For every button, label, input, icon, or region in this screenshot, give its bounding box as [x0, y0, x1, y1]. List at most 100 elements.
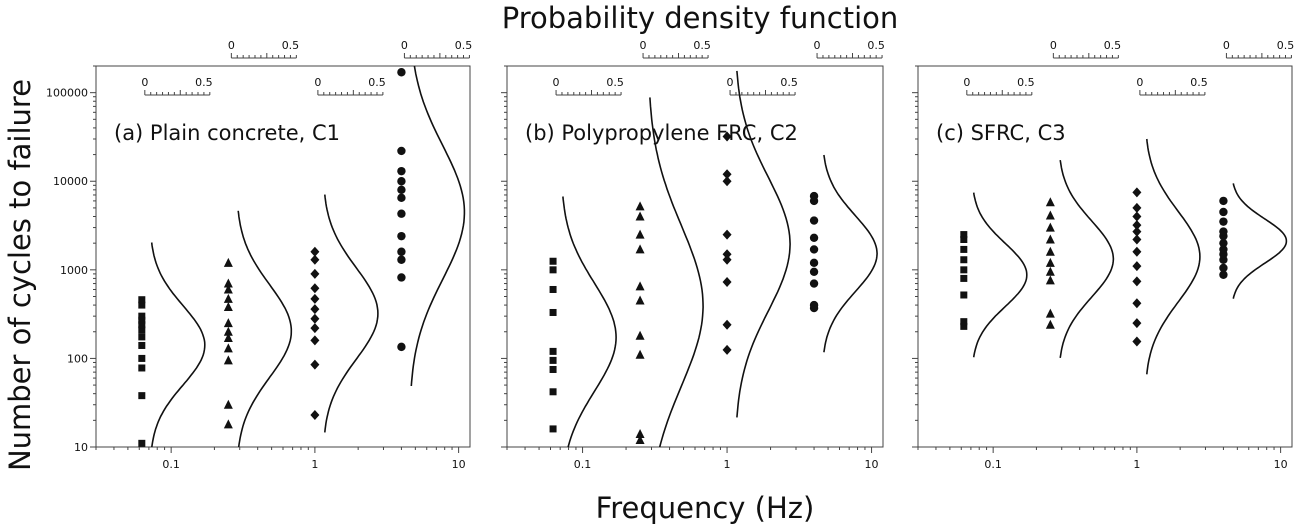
- data-point-square: [549, 365, 557, 373]
- pdf-tick-label: 0.5: [282, 39, 300, 52]
- data-point-square: [549, 388, 557, 396]
- data-point-triangle: [1045, 275, 1055, 285]
- data-point-square: [138, 392, 146, 400]
- data-point-triangle: [635, 244, 645, 254]
- pdf-tick-label: 0.5: [368, 76, 386, 89]
- data-point-triangle: [635, 201, 645, 211]
- data-point-circle: [1219, 245, 1228, 254]
- data-point-circle: [809, 267, 819, 277]
- y-tick-label: 100: [67, 352, 88, 365]
- y-tick-label: 100000: [46, 87, 88, 100]
- data-point-square: [549, 257, 557, 265]
- data-point-circle: [1219, 217, 1228, 226]
- data-point-square: [960, 256, 968, 264]
- data-point-square: [138, 341, 146, 349]
- pdf-tick-label: 0: [401, 39, 408, 52]
- data-point-triangle: [223, 318, 233, 328]
- pdf-tick-label: 0: [963, 76, 970, 89]
- pdf-tick-label: 0: [228, 39, 235, 52]
- pdf-tick-label: 0.5: [867, 39, 885, 52]
- data-point-triangle: [1045, 266, 1055, 276]
- data-point-triangle: [635, 229, 645, 239]
- data-point-square: [138, 321, 146, 329]
- data-point-triangle: [1045, 246, 1055, 256]
- data-point-diamond: [310, 246, 320, 257]
- y-tick-label: 1000: [60, 264, 88, 277]
- pdf-tick-label: 0: [141, 76, 148, 89]
- data-point-triangle: [635, 330, 645, 340]
- data-point-triangle: [635, 211, 645, 221]
- data-point-triangle: [1045, 308, 1055, 318]
- pdf-curve: [1146, 138, 1201, 375]
- data-point-diamond: [310, 283, 320, 294]
- data-point-triangle: [635, 429, 645, 439]
- data-point-square: [960, 236, 968, 244]
- series-diamond: 0 0.5: [722, 70, 798, 418]
- data-point-circle: [809, 258, 819, 268]
- data-point-square: [138, 326, 146, 334]
- data-point-circle: [809, 300, 819, 310]
- data-point-square: [960, 266, 968, 274]
- data-point-diamond: [722, 249, 732, 260]
- pdf-tick-label: 0.5: [693, 39, 711, 52]
- data-point-diamond: [310, 409, 320, 420]
- pdf-tick-label: 0.5: [1104, 39, 1122, 52]
- data-point-square: [960, 322, 968, 330]
- data-point-square: [138, 316, 146, 324]
- data-point-triangle: [223, 399, 233, 409]
- pdf-curve: [324, 194, 379, 433]
- series-square: 0 0.5: [138, 76, 213, 448]
- data-point-diamond: [310, 293, 320, 304]
- data-point-triangle: [223, 355, 233, 365]
- pdf-tick-label: 0.5: [1017, 76, 1035, 89]
- data-point-triangle: [1045, 222, 1055, 232]
- data-point-circle: [397, 185, 406, 195]
- data-point-square: [549, 425, 557, 433]
- pdf-curve: [736, 70, 791, 418]
- data-point-diamond: [310, 268, 320, 279]
- data-point-circle: [397, 166, 406, 176]
- x-tick-label: 1: [724, 458, 731, 471]
- data-point-triangle: [223, 278, 233, 288]
- data-point-diamond: [310, 313, 320, 324]
- data-point-circle: [1219, 207, 1228, 217]
- data-point-circle: [397, 209, 406, 218]
- data-point-diamond: [310, 335, 320, 346]
- data-point-circle: [809, 233, 819, 242]
- data-point-diamond: [1132, 276, 1142, 287]
- data-point-diamond: [722, 254, 732, 265]
- data-point-circle: [397, 247, 406, 256]
- x-tick-label: 0.1: [162, 458, 180, 471]
- pdf-curve: [972, 192, 1028, 358]
- data-point-triangle: [635, 281, 645, 291]
- data-point-square: [138, 354, 146, 362]
- data-point-diamond: [310, 323, 320, 334]
- data-point-triangle: [1045, 197, 1055, 207]
- data-point-square: [549, 356, 557, 364]
- data-point-diamond: [310, 359, 320, 370]
- data-point-circle: [809, 216, 819, 225]
- series-triangle: 0 0.5: [635, 39, 711, 448]
- series-square: 0 0.5: [549, 76, 624, 448]
- pdf-curve: [237, 210, 293, 448]
- pdf-tick-label: 0.5: [195, 76, 213, 89]
- pdf-tick-label: 0: [1223, 39, 1230, 52]
- data-point-diamond: [722, 319, 732, 330]
- x-tick-label: 1: [311, 458, 318, 471]
- data-point-square: [960, 274, 968, 282]
- panel-title: (b) Polypropylene FRC, C2: [525, 121, 798, 145]
- x-tick-label: 10: [865, 458, 879, 471]
- data-point-triangle: [223, 284, 233, 294]
- pdf-tick-label: 0: [1136, 76, 1143, 89]
- pdf-tick-label: 0.5: [780, 76, 798, 89]
- x-axis-label: Frequency (Hz): [596, 491, 815, 525]
- data-point-diamond: [722, 131, 732, 142]
- data-point-circle: [397, 342, 406, 352]
- y-axis-label: Number of cycles to failure: [3, 79, 37, 471]
- data-point-triangle: [635, 349, 645, 359]
- data-point-triangle: [1045, 210, 1055, 220]
- data-point-triangle: [223, 293, 233, 303]
- data-point-diamond: [722, 229, 732, 240]
- data-point-triangle: [1045, 257, 1055, 267]
